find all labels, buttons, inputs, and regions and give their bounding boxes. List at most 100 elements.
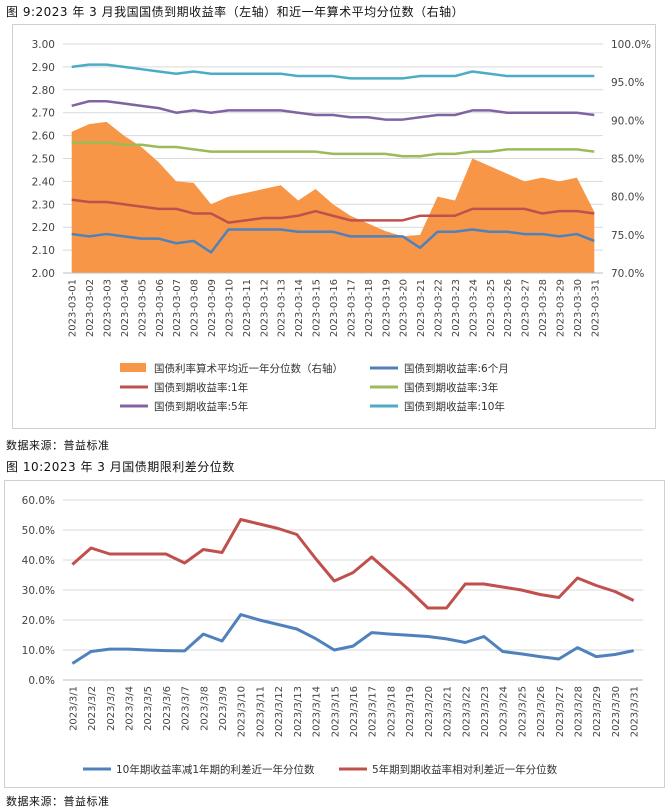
legend-label: 国债到期收益率:1年: [154, 381, 248, 394]
x-tick-label: 2023/3/27: [555, 686, 566, 737]
y-right-tick-label: 75.0%: [611, 230, 644, 242]
y-left-tick-label: 2.40: [32, 176, 55, 188]
chart2-svg: 0.0% 10.0% 20.0% 30.0% 40.0% 50.0% 60.0% 2023/3…: [22, 495, 643, 776]
x-tick-label: 2023-03-31: [590, 279, 601, 337]
legend-label: 国债到期收益率:6个月: [404, 362, 509, 375]
y-tick-label: 10.0%: [22, 645, 55, 657]
y-left-tick-label: 2.00: [32, 268, 55, 280]
x-tick-label: 2023/3/14: [312, 686, 323, 737]
line-series-0: [71, 228, 595, 254]
x-tick-label: 2023-03-20: [399, 279, 410, 337]
x-tick-label: 2023-03-02: [85, 279, 96, 337]
y-tick-label: 20.0%: [22, 615, 55, 627]
y-right-tick-label: 80.0%: [611, 192, 644, 204]
legend-label: 国债到期收益率:3年: [404, 381, 498, 394]
line-series-3: [71, 100, 595, 121]
x-tick-label: 2023-03-21: [416, 279, 427, 337]
chart2-panel: 0.0% 10.0% 20.0% 30.0% 40.0% 50.0% 60.0% 2023/3…: [4, 480, 665, 788]
y-left-tick-label: 2.60: [32, 131, 55, 143]
x-tick-label: 2023/3/18: [386, 686, 397, 737]
x-tick-label: 2023/3/28: [574, 686, 585, 737]
x-tick-label: 2023/3/7: [181, 686, 192, 731]
chart1-panel: 2.00 2.10 2.20 2.30 2.40 2.50 2.60 2.70 2.80 2.90…: [12, 24, 656, 429]
x-tick-label: 2023/3/17: [368, 686, 379, 737]
figure1-source: 数据来源：普益标准: [6, 439, 110, 452]
x-tick-label: 2023-03-06: [155, 279, 166, 337]
x-tick-label: 2023-03-15: [312, 279, 323, 337]
legend-label: 国债利率算术平均近一年分位数（右轴）: [154, 362, 343, 375]
x-tick-label: 2023-03-04: [120, 279, 131, 337]
y-left-tick-label: 2.10: [32, 245, 55, 257]
x-tick-label: 2023/3/11: [255, 686, 266, 737]
x-tick-label: 2023/3/6: [162, 686, 173, 731]
y-right-tick-label: 95.0%: [611, 77, 644, 89]
y-left-tick-label: 2.50: [32, 154, 55, 166]
x-tick-label: 2023-03-24: [468, 279, 479, 337]
y-right-tick-label: 90.0%: [611, 115, 644, 127]
x-tick-label: 2023-03-10: [224, 279, 235, 337]
x-tick-label: 2023/3/30: [611, 686, 622, 737]
x-tick-label: 2023-03-23: [451, 279, 462, 337]
x-tick-label: 2023-03-18: [364, 279, 375, 337]
x-tick-label: 2023-03-14: [294, 279, 305, 337]
y-right-tick-label: 70.0%: [611, 268, 644, 280]
x-tick-label: 2023-03-19: [381, 279, 392, 337]
x-tick-label: 2023/3/24: [499, 686, 510, 737]
figure1-caption: 图 9:2023 年 3 月我国国债到期收益率（左轴）和近一年算术平均分位数（右…: [6, 5, 465, 19]
line-series-1: [71, 518, 635, 610]
legend-swatch: [120, 363, 146, 372]
x-tick-label: 2023-03-08: [190, 279, 201, 337]
legend-label: 5年期到期收益率相对利差近一年分位数: [372, 763, 558, 776]
y-left-tick-label: 2.80: [32, 85, 55, 97]
x-tick-label: 2023/3/23: [480, 686, 491, 737]
x-tick-label: 2023-03-05: [137, 279, 148, 337]
x-tick-label: 2023/3/26: [536, 686, 547, 737]
line-series-4: [71, 63, 595, 80]
y-tick-label: 60.0%: [22, 495, 55, 507]
y-tick-label: 0.0%: [28, 675, 55, 687]
y-right-tick-label: 100.0%: [611, 39, 651, 51]
y-left-tick-label: 2.20: [32, 222, 55, 234]
x-tick-label: 2023-03-30: [573, 279, 584, 337]
x-tick-label: 2023/3/2: [87, 686, 98, 731]
x-tick-label: 2023/3/31: [630, 686, 641, 737]
y-right-tick-label: 85.0%: [611, 154, 644, 166]
y-left-tick-label: 2.30: [32, 199, 55, 211]
figure2-source: 数据来源：普益标准: [6, 795, 110, 808]
x-tick-label: 2023-03-12: [259, 279, 270, 337]
x-tick-label: 2023-03-27: [521, 279, 532, 337]
x-tick-label: 2023/3/3: [106, 686, 117, 731]
x-tick-label: 2023-03-09: [207, 279, 218, 337]
x-tick-label: 2023/3/22: [461, 686, 472, 737]
x-tick-label: 2023-03-17: [346, 279, 357, 337]
x-tick-label: 2023/3/10: [237, 686, 248, 737]
x-tick-label: 2023-03-22: [434, 279, 445, 337]
y-left-tick-label: 2.70: [32, 108, 55, 120]
y-tick-label: 30.0%: [22, 585, 55, 597]
line-series-0: [71, 613, 634, 665]
x-tick-label: 2023/3/15: [330, 686, 341, 737]
x-tick-label: 2023/3/19: [405, 686, 416, 737]
x-tick-label: 2023-03-07: [172, 279, 183, 337]
x-tick-label: 2023-03-13: [277, 279, 288, 337]
line-series-1: [71, 198, 595, 224]
area-series-percentile: [71, 121, 595, 273]
x-tick-label: 2023-03-01: [68, 279, 79, 337]
x-tick-label: 2023/3/9: [218, 686, 229, 731]
legend-label: 国债到期收益率:10年: [404, 400, 505, 413]
y-tick-label: 40.0%: [22, 555, 55, 567]
x-tick-label: 2023/3/13: [293, 686, 304, 737]
x-tick-label: 2023-03-26: [503, 279, 514, 337]
x-tick-label: 2023/3/20: [424, 686, 435, 737]
x-tick-label: 2023/3/21: [443, 686, 454, 737]
legend-label: 10年期收益率减1年期的利差近一年分位数: [116, 763, 315, 776]
y-left-tick-label: 2.90: [32, 62, 55, 74]
x-tick-label: 2023/3/29: [592, 686, 603, 737]
line-series-2: [71, 141, 595, 158]
x-tick-label: 2023-03-03: [103, 279, 114, 337]
x-tick-label: 2023/3/1: [68, 686, 79, 731]
x-tick-label: 2023/3/25: [517, 686, 528, 737]
y-tick-label: 50.0%: [22, 525, 55, 537]
x-tick-label: 2023/3/4: [124, 686, 135, 731]
legend-label: 国债到期收益率:5年: [154, 400, 248, 413]
